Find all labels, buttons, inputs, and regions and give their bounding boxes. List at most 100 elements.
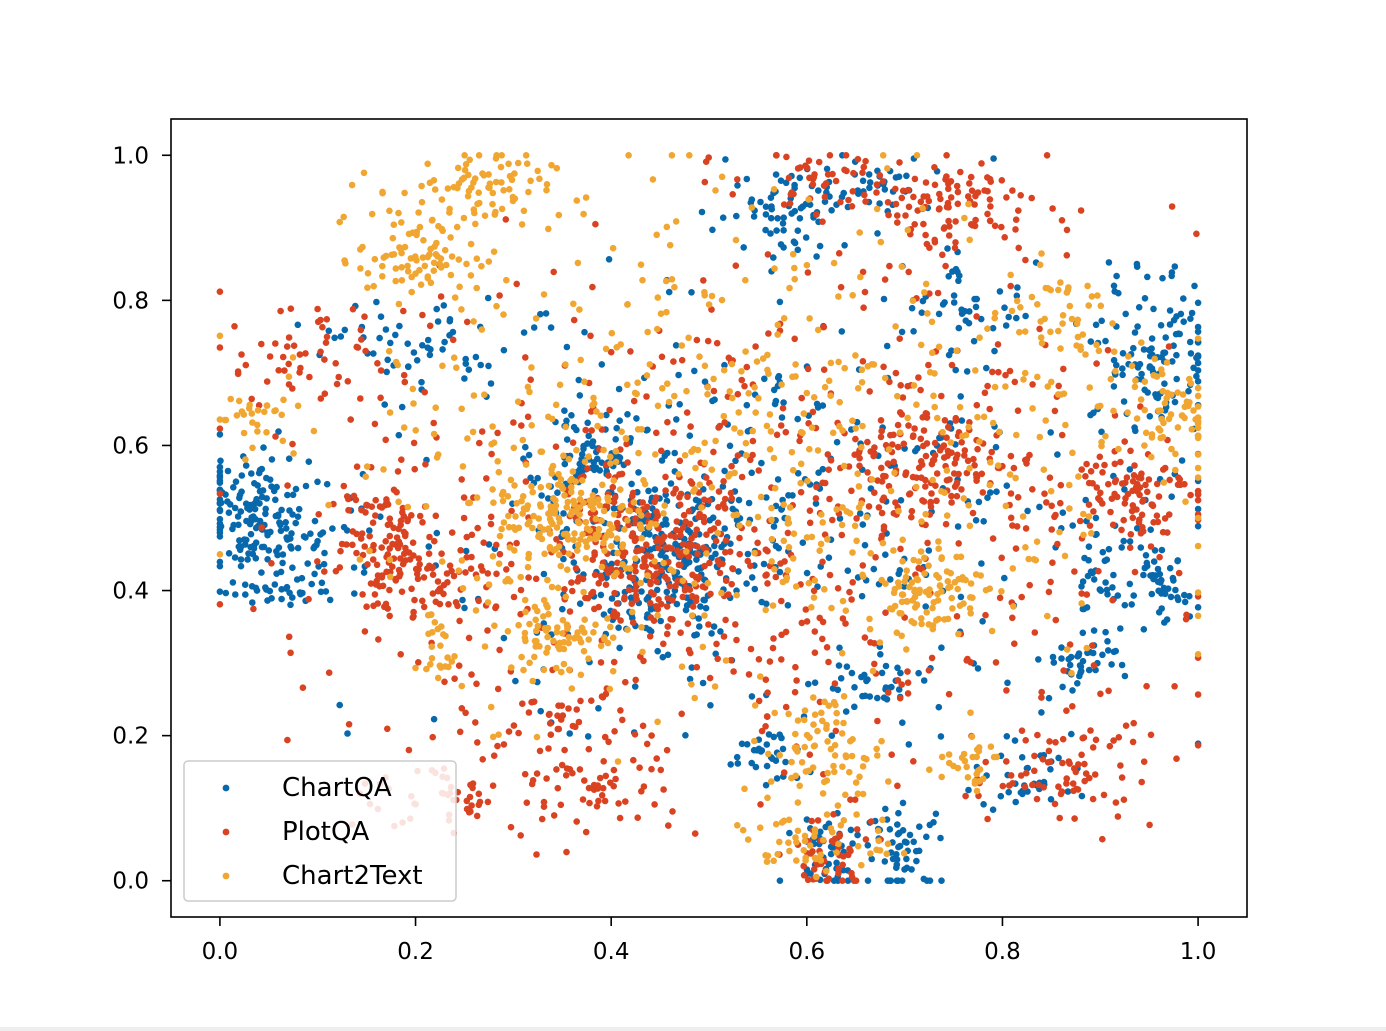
data-point: [683, 409, 691, 416]
data-point: [443, 570, 451, 577]
data-point: [574, 259, 582, 267]
data-point: [741, 382, 748, 390]
data-point: [429, 590, 437, 597]
data-point: [756, 824, 764, 831]
data-point: [610, 658, 618, 666]
data-point: [450, 183, 458, 191]
data-point: [373, 561, 381, 569]
data-point: [592, 621, 599, 628]
data-point: [623, 440, 630, 448]
data-point: [729, 394, 736, 402]
data-point: [742, 276, 749, 284]
data-point: [537, 310, 544, 318]
data-point: [813, 253, 820, 260]
data-point: [564, 566, 571, 573]
data-point: [651, 486, 659, 493]
data-point: [1135, 519, 1143, 526]
data-point: [543, 601, 550, 609]
data-point: [568, 483, 575, 491]
data-point: [820, 182, 828, 189]
data-point: [577, 697, 584, 705]
data-point: [601, 797, 609, 805]
data-point: [561, 407, 568, 415]
data-point: [410, 439, 418, 447]
data-point: [466, 156, 474, 164]
data-point: [604, 615, 611, 622]
y-tick-label: 1.0: [112, 143, 149, 169]
data-point: [780, 817, 788, 825]
data-point: [686, 675, 694, 683]
data-point: [862, 198, 869, 205]
data-point: [981, 389, 989, 397]
data-point: [791, 264, 798, 272]
data-point: [632, 586, 639, 594]
data-point: [827, 359, 835, 367]
data-point: [653, 755, 660, 762]
data-point: [764, 547, 771, 555]
data-point: [417, 281, 425, 289]
data-point: [1177, 481, 1184, 489]
data-point: [1193, 372, 1200, 380]
data-point: [1059, 312, 1067, 319]
data-point: [503, 276, 510, 284]
data-point: [1074, 316, 1082, 324]
data-point: [412, 427, 420, 434]
data-point: [892, 369, 900, 377]
data-point: [234, 513, 242, 520]
data-point: [560, 510, 567, 517]
data-point: [808, 533, 816, 541]
data-point: [767, 428, 775, 435]
data-point: [1036, 261, 1044, 269]
data-point: [908, 507, 916, 515]
data-point: [375, 636, 382, 643]
data-point: [1004, 679, 1011, 687]
data-point: [949, 605, 956, 612]
data-point: [216, 601, 224, 608]
data-point: [498, 205, 506, 213]
data-point: [1111, 460, 1119, 468]
data-point: [966, 308, 973, 315]
data-point: [923, 877, 931, 884]
data-point: [644, 552, 651, 559]
data-point: [499, 497, 507, 505]
data-point: [612, 436, 619, 443]
data-point: [702, 474, 710, 481]
data-point: [897, 497, 905, 504]
data-point: [989, 368, 996, 376]
data-point: [557, 562, 565, 570]
data-point: [913, 575, 921, 583]
data-point: [973, 753, 980, 761]
data-point: [805, 579, 813, 587]
data-point: [659, 385, 666, 392]
data-point: [922, 280, 930, 288]
data-point: [343, 493, 351, 500]
data-point: [427, 245, 434, 253]
data-point: [485, 541, 493, 548]
data-point: [701, 596, 708, 604]
data-point: [384, 356, 392, 364]
data-point: [632, 515, 639, 522]
data-point: [738, 376, 746, 384]
data-point: [348, 181, 356, 189]
data-point: [920, 220, 927, 228]
data-point: [294, 513, 302, 520]
data-point: [1017, 192, 1024, 199]
data-point: [834, 585, 842, 592]
data-point: [644, 426, 651, 434]
data-point: [633, 596, 640, 603]
data-point: [1003, 194, 1010, 201]
data-point: [824, 877, 831, 884]
data-point: [464, 435, 471, 442]
data-point: [1086, 384, 1093, 391]
data-point: [696, 353, 703, 361]
data-point: [575, 718, 583, 726]
data-point: [1153, 512, 1161, 519]
data-point: [542, 310, 550, 317]
data-point: [1057, 279, 1064, 286]
data-point: [521, 596, 529, 604]
data-point: [546, 710, 553, 718]
data-point: [508, 507, 515, 515]
data-point: [464, 192, 472, 200]
data-point: [819, 717, 826, 725]
data-point: [803, 534, 811, 541]
